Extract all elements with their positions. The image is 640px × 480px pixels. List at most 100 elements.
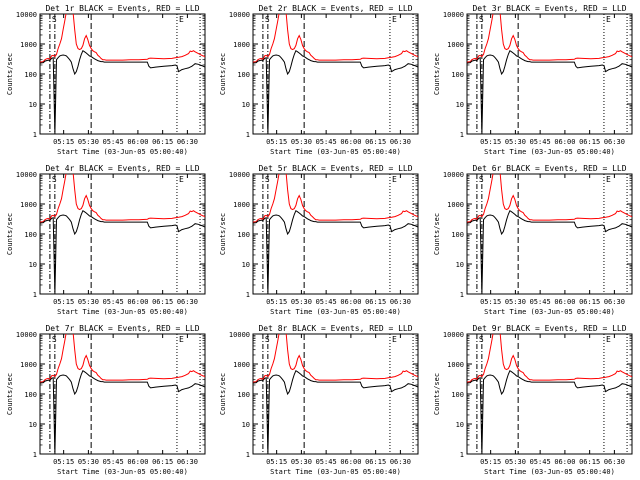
x-tick-label: 06:15 xyxy=(152,298,173,306)
x-tick-label: 06:00 xyxy=(554,138,575,146)
y-axis-label: Counts/sec xyxy=(219,53,227,95)
x-tick-label: 05:45 xyxy=(316,298,337,306)
y-axis-label: Counts/sec xyxy=(433,53,441,95)
marker-label: S xyxy=(52,15,57,24)
y-tick-label: 10 xyxy=(456,261,464,269)
x-tick-label: 06:15 xyxy=(152,458,173,466)
x-tick-label: 06:30 xyxy=(390,298,411,306)
y-tick-label: 10000 xyxy=(443,331,464,339)
x-tick-label: 06:30 xyxy=(177,458,198,466)
y-tick-label: 1 xyxy=(33,131,37,139)
x-axis-label: Start Time (03-Jun-05 05:00:40) xyxy=(57,308,188,316)
x-tick-label: 06:15 xyxy=(579,138,600,146)
x-tick-label: 05:45 xyxy=(530,458,551,466)
plot-frame xyxy=(39,13,206,135)
panel-9: Det 9r BLACK = Events, RED = LLD 1 10 100 10… xyxy=(433,324,633,476)
plot-area xyxy=(253,14,418,134)
x-tick-label: 06:30 xyxy=(390,458,411,466)
y-tick-label: 10 xyxy=(29,261,37,269)
x-tick-label: 06:30 xyxy=(604,458,625,466)
y-tick-label: 100 xyxy=(451,231,464,239)
y-tick-label: 10 xyxy=(456,101,464,109)
y-tick-label: 1 xyxy=(460,291,464,299)
y-axis-label: Counts/sec xyxy=(6,373,14,415)
y-tick-label: 100 xyxy=(237,231,250,239)
x-tick-label: 06:00 xyxy=(127,138,148,146)
y-axis-label: Counts/sec xyxy=(6,213,14,255)
plot-area xyxy=(253,334,418,454)
events-series-line xyxy=(40,49,205,134)
y-tick-label: 1000 xyxy=(20,201,37,209)
x-tick-label: 05:45 xyxy=(316,138,337,146)
y-tick-label: 100 xyxy=(237,71,250,79)
x-tick-label: 05:15 xyxy=(53,138,74,146)
y-tick-label: 1000 xyxy=(233,201,250,209)
y-tick-label: 1 xyxy=(460,451,464,459)
x-tick-label: 05:30 xyxy=(291,138,312,146)
panel-3: Det 3r BLACK = Events, RED = LLD 1 10 100 10… xyxy=(433,4,633,156)
x-tick-label: 05:45 xyxy=(530,298,551,306)
y-tick-label: 10000 xyxy=(229,11,250,19)
x-tick-label: 05:15 xyxy=(266,298,287,306)
y-tick-label: 10 xyxy=(29,421,37,429)
panel-7: Det 7r BLACK = Events, RED = LLD 1 10 100 10… xyxy=(6,324,206,476)
marker-label: E xyxy=(606,15,611,24)
x-tick-label: 05:45 xyxy=(103,298,124,306)
x-tick-label: 05:15 xyxy=(53,298,74,306)
lld-series-line xyxy=(253,334,418,383)
x-tick-label: 06:15 xyxy=(152,138,173,146)
y-tick-label: 100 xyxy=(451,71,464,79)
events-series-line xyxy=(253,49,418,134)
plot-frame xyxy=(466,333,633,455)
events-series-line xyxy=(253,369,418,454)
x-tick-label: 06:00 xyxy=(340,458,361,466)
x-tick-label: 05:45 xyxy=(103,138,124,146)
x-tick-label: 05:45 xyxy=(103,458,124,466)
plot-area xyxy=(40,334,205,454)
y-tick-label: 10000 xyxy=(16,171,37,179)
plot-frame xyxy=(466,13,633,135)
x-tick-label: 06:00 xyxy=(554,298,575,306)
marker-label: E xyxy=(179,175,184,184)
events-series-line xyxy=(40,209,205,294)
x-tick-label: 06:30 xyxy=(604,298,625,306)
y-tick-label: 100 xyxy=(24,71,37,79)
panel-title: Det 5r BLACK = Events, RED = LLD xyxy=(258,164,412,173)
panel-2: Det 2r BLACK = Events, RED = LLD 1 10 100 10… xyxy=(219,4,419,156)
y-tick-label: 100 xyxy=(24,391,37,399)
panel-title: Det 7r BLACK = Events, RED = LLD xyxy=(45,324,199,333)
marker-label: S xyxy=(265,15,270,24)
marker-label: S xyxy=(479,15,484,24)
panel-8: Det 8r BLACK = Events, RED = LLD 1 10 100 10… xyxy=(219,324,419,476)
marker-label: S xyxy=(52,175,57,184)
x-tick-label: 06:15 xyxy=(365,298,386,306)
y-tick-label: 1 xyxy=(246,291,250,299)
x-tick-label: 05:30 xyxy=(505,138,526,146)
x-tick-label: 06:30 xyxy=(390,138,411,146)
x-axis-label: Start Time (03-Jun-05 05:00:40) xyxy=(57,148,188,156)
y-tick-label: 100 xyxy=(451,391,464,399)
panel-1: Det 1r BLACK = Events, RED = LLD 1 10 100 10… xyxy=(6,4,206,156)
y-tick-label: 1 xyxy=(246,131,250,139)
x-axis-label: Start Time (03-Jun-05 05:00:40) xyxy=(270,308,401,316)
lld-series-line xyxy=(467,174,632,223)
y-tick-label: 1000 xyxy=(447,201,464,209)
y-tick-label: 1000 xyxy=(233,361,250,369)
x-tick-label: 05:15 xyxy=(266,138,287,146)
marker-label: S xyxy=(479,175,484,184)
lld-series-line xyxy=(40,174,205,223)
y-axis-label: Counts/sec xyxy=(433,373,441,415)
x-axis-label: Start Time (03-Jun-05 05:00:40) xyxy=(484,148,615,156)
x-axis-label: Start Time (03-Jun-05 05:00:40) xyxy=(484,468,615,476)
y-tick-label: 1 xyxy=(246,451,250,459)
marker-label: S xyxy=(52,335,57,344)
plot-area xyxy=(467,334,632,454)
y-tick-label: 1 xyxy=(33,291,37,299)
plot-area xyxy=(40,174,205,294)
y-tick-label: 1000 xyxy=(233,41,250,49)
lld-series-line xyxy=(467,14,632,63)
panel-4: Det 4r BLACK = Events, RED = LLD 1 10 100 10… xyxy=(6,164,206,316)
y-tick-label: 10000 xyxy=(229,171,250,179)
x-tick-label: 06:30 xyxy=(604,138,625,146)
